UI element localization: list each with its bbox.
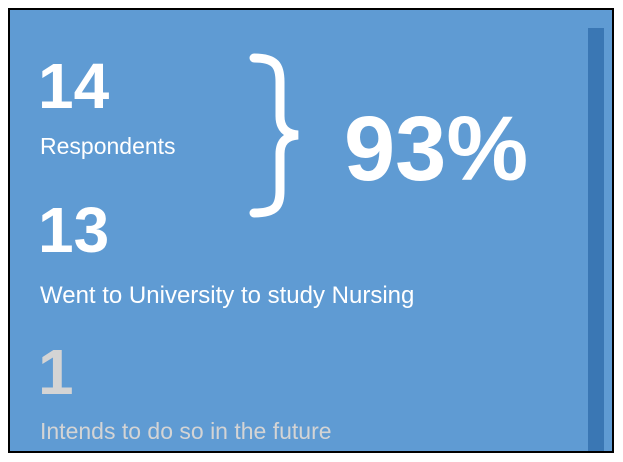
side-bar <box>588 28 604 451</box>
stat-value: 13 <box>38 194 109 266</box>
stat-label: Intends to do so in the future <box>40 418 332 444</box>
percentage: 93% <box>344 98 528 200</box>
stat-label: Went to University to study Nursing <box>40 282 414 309</box>
brace <box>249 53 299 218</box>
stat-label: Respondents <box>40 133 176 159</box>
panel <box>8 8 614 453</box>
stat-value: 14 <box>38 50 110 122</box>
stat-value: 1 <box>38 336 74 408</box>
